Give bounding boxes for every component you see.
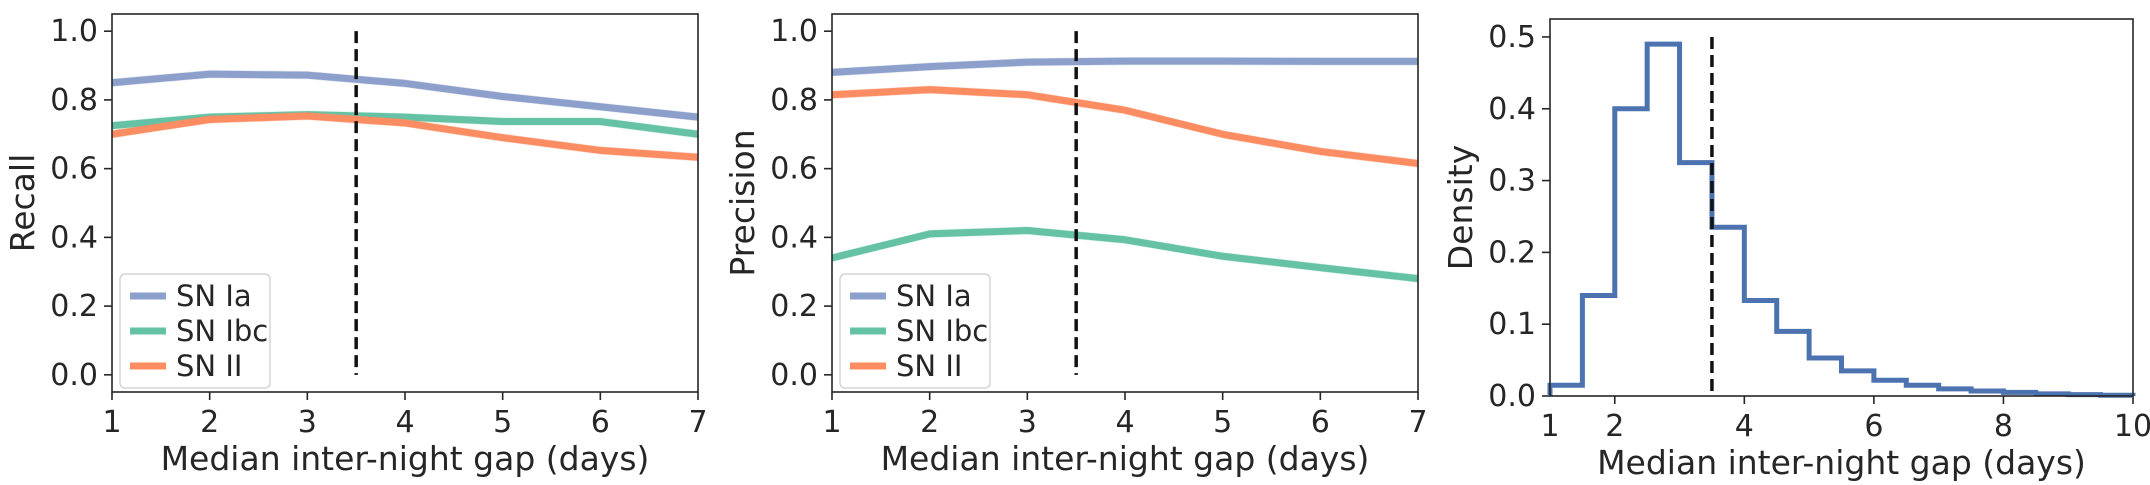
- x-axis-label: Median inter-night gap (days): [161, 439, 650, 478]
- legend-label: SN Ibc: [176, 314, 268, 348]
- x-tick-label: 4: [1735, 409, 1754, 444]
- x-tick-label: 2: [200, 405, 219, 440]
- y-tick-label: 0.0: [770, 358, 818, 393]
- x-tick-label: 8: [1994, 409, 2013, 444]
- series-line-sn-ii: [111, 112, 699, 161]
- y-tick-label: 0.1: [1488, 307, 1536, 342]
- x-tick-label: 7: [1408, 405, 1427, 440]
- y-tick-label: 0.2: [1488, 235, 1536, 270]
- legend-label: SN II: [176, 349, 242, 383]
- y-axis-label: Density: [1441, 145, 1480, 270]
- series-line-sn-ii: [831, 86, 1419, 167]
- legend-label: SN II: [896, 349, 962, 383]
- x-tick-label: 1: [102, 405, 121, 440]
- x-tick-label: 4: [1115, 405, 1134, 440]
- plot-frame: [831, 13, 1419, 393]
- x-axis-label: Median inter-night gap (days): [1597, 443, 2086, 482]
- x-tick-label: 1: [822, 405, 841, 440]
- x-tick-label: 5: [1213, 405, 1232, 440]
- legend-box: [839, 273, 991, 389]
- y-tick-label: 0.4: [1488, 92, 1536, 127]
- y-tick-label: 0.3: [1488, 164, 1536, 199]
- plot-frame: [1549, 18, 2134, 397]
- chart-panel-2: 0.0 0.2 0.4 0.6 0.8 1.0 1 2 3 4 5 6 7 Median inter-ni…: [723, 13, 1428, 478]
- legend-box: [119, 273, 271, 389]
- chart-panel-3: 0.0 0.1 0.2 0.3 0.4 0.5 2 4 6 8 10 1 Median inter-ni…: [1441, 18, 2150, 482]
- x-tick-label: 3: [1018, 405, 1037, 440]
- series-line-sn-ibc: [831, 226, 1419, 283]
- x-tick-label: 6: [1311, 405, 1330, 440]
- legend-label: SN Ibc: [896, 314, 988, 348]
- series-line-sn-ia: [831, 57, 1418, 76]
- x-tick-label: 2: [920, 405, 939, 440]
- y-tick-label: 1.0: [50, 14, 98, 49]
- y-tick-label: 0.0: [50, 358, 98, 393]
- chart-panel-1: 0.0 0.2 0.4 0.6 0.8 1.0 1 2 3 4 5 6 7 Median inter-ni…: [3, 13, 708, 478]
- y-axis-label: Precision: [723, 129, 762, 276]
- x-tick-label: 7: [688, 405, 707, 440]
- x-tick-label: 1: [1540, 409, 1559, 444]
- y-tick-label: 0.6: [770, 152, 818, 187]
- y-tick-label: 0.2: [770, 289, 818, 324]
- histogram-step-line: [1547, 41, 2136, 398]
- x-tick-label: 10: [2114, 409, 2150, 444]
- y-tick-label: 1.0: [770, 14, 818, 49]
- x-tick-label: 2: [1605, 409, 1624, 444]
- x-tick-label: 4: [395, 405, 414, 440]
- x-tick-label: 6: [591, 405, 610, 440]
- y-tick-label: 0.6: [50, 152, 98, 187]
- y-axis-label: Recall: [3, 154, 42, 252]
- legend-label: SN Ia: [176, 279, 252, 313]
- x-tick-label: 3: [298, 405, 317, 440]
- y-tick-label: 0.8: [770, 83, 818, 118]
- plot-frame: [111, 13, 699, 393]
- y-tick-label: 0.5: [1488, 20, 1536, 55]
- y-tick-label: 0.2: [50, 289, 98, 324]
- x-tick-label: 6: [1864, 409, 1883, 444]
- y-tick-label: 0.8: [50, 83, 98, 118]
- y-tick-label: 0.0: [1488, 379, 1536, 414]
- x-tick-label: 5: [493, 405, 512, 440]
- legend-label: SN Ia: [896, 279, 972, 313]
- x-axis-label: Median inter-night gap (days): [881, 439, 1370, 478]
- y-tick-label: 0.4: [770, 220, 818, 255]
- series-line-sn-ia: [111, 70, 699, 121]
- y-tick-label: 0.4: [50, 220, 98, 255]
